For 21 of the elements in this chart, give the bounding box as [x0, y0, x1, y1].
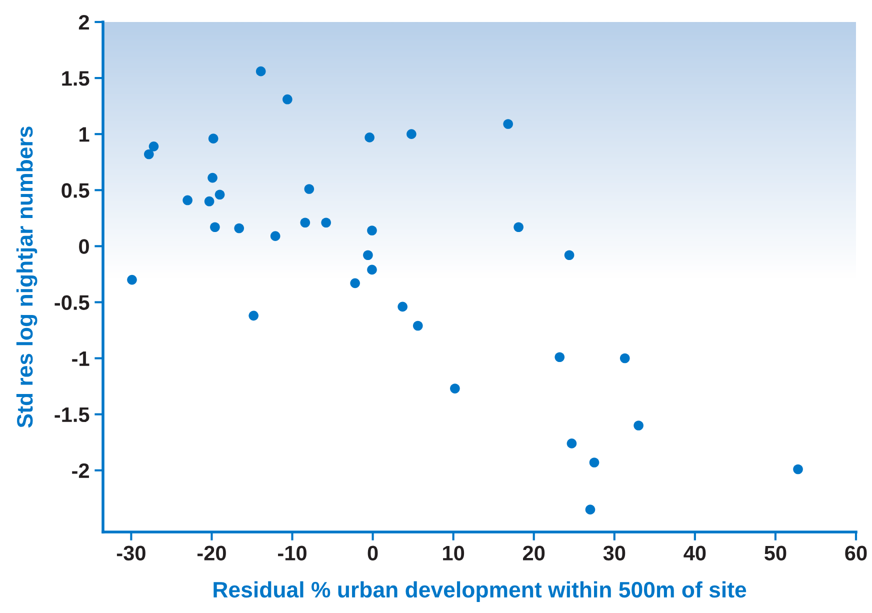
y-tick-label: 1.5 [62, 71, 90, 86]
x-tick-label: 50 [764, 546, 786, 560]
x-axis-title: Residual % urban development within 500m of site [214, 581, 746, 602]
y-tick-label: -1.5 [54, 408, 90, 422]
y-tick-label: -1 [72, 351, 90, 366]
x-tick-label: 40 [684, 546, 706, 560]
y-tick-label: 0 [79, 239, 89, 254]
y-tick-label: -2 [72, 463, 89, 478]
y-axis-title: Std res log nightjar numbers [16, 126, 38, 428]
x-tick-label: -30 [116, 546, 146, 561]
x-tick-label: 60 [845, 546, 867, 560]
y-tick-label: 0.5 [62, 183, 90, 198]
x-tick-label: 0 [368, 546, 378, 560]
y-tick-label: 2 [78, 15, 89, 30]
x-tick-label: 20 [523, 546, 545, 560]
x-tick-label: -20 [197, 546, 226, 560]
x-tick-label: 30 [603, 546, 626, 561]
y-tick-label: -0.5 [54, 295, 90, 310]
x-tick-label: 10 [443, 546, 464, 560]
y-tick-label: 1 [80, 127, 90, 142]
x-tick-label: -10 [278, 546, 306, 560]
